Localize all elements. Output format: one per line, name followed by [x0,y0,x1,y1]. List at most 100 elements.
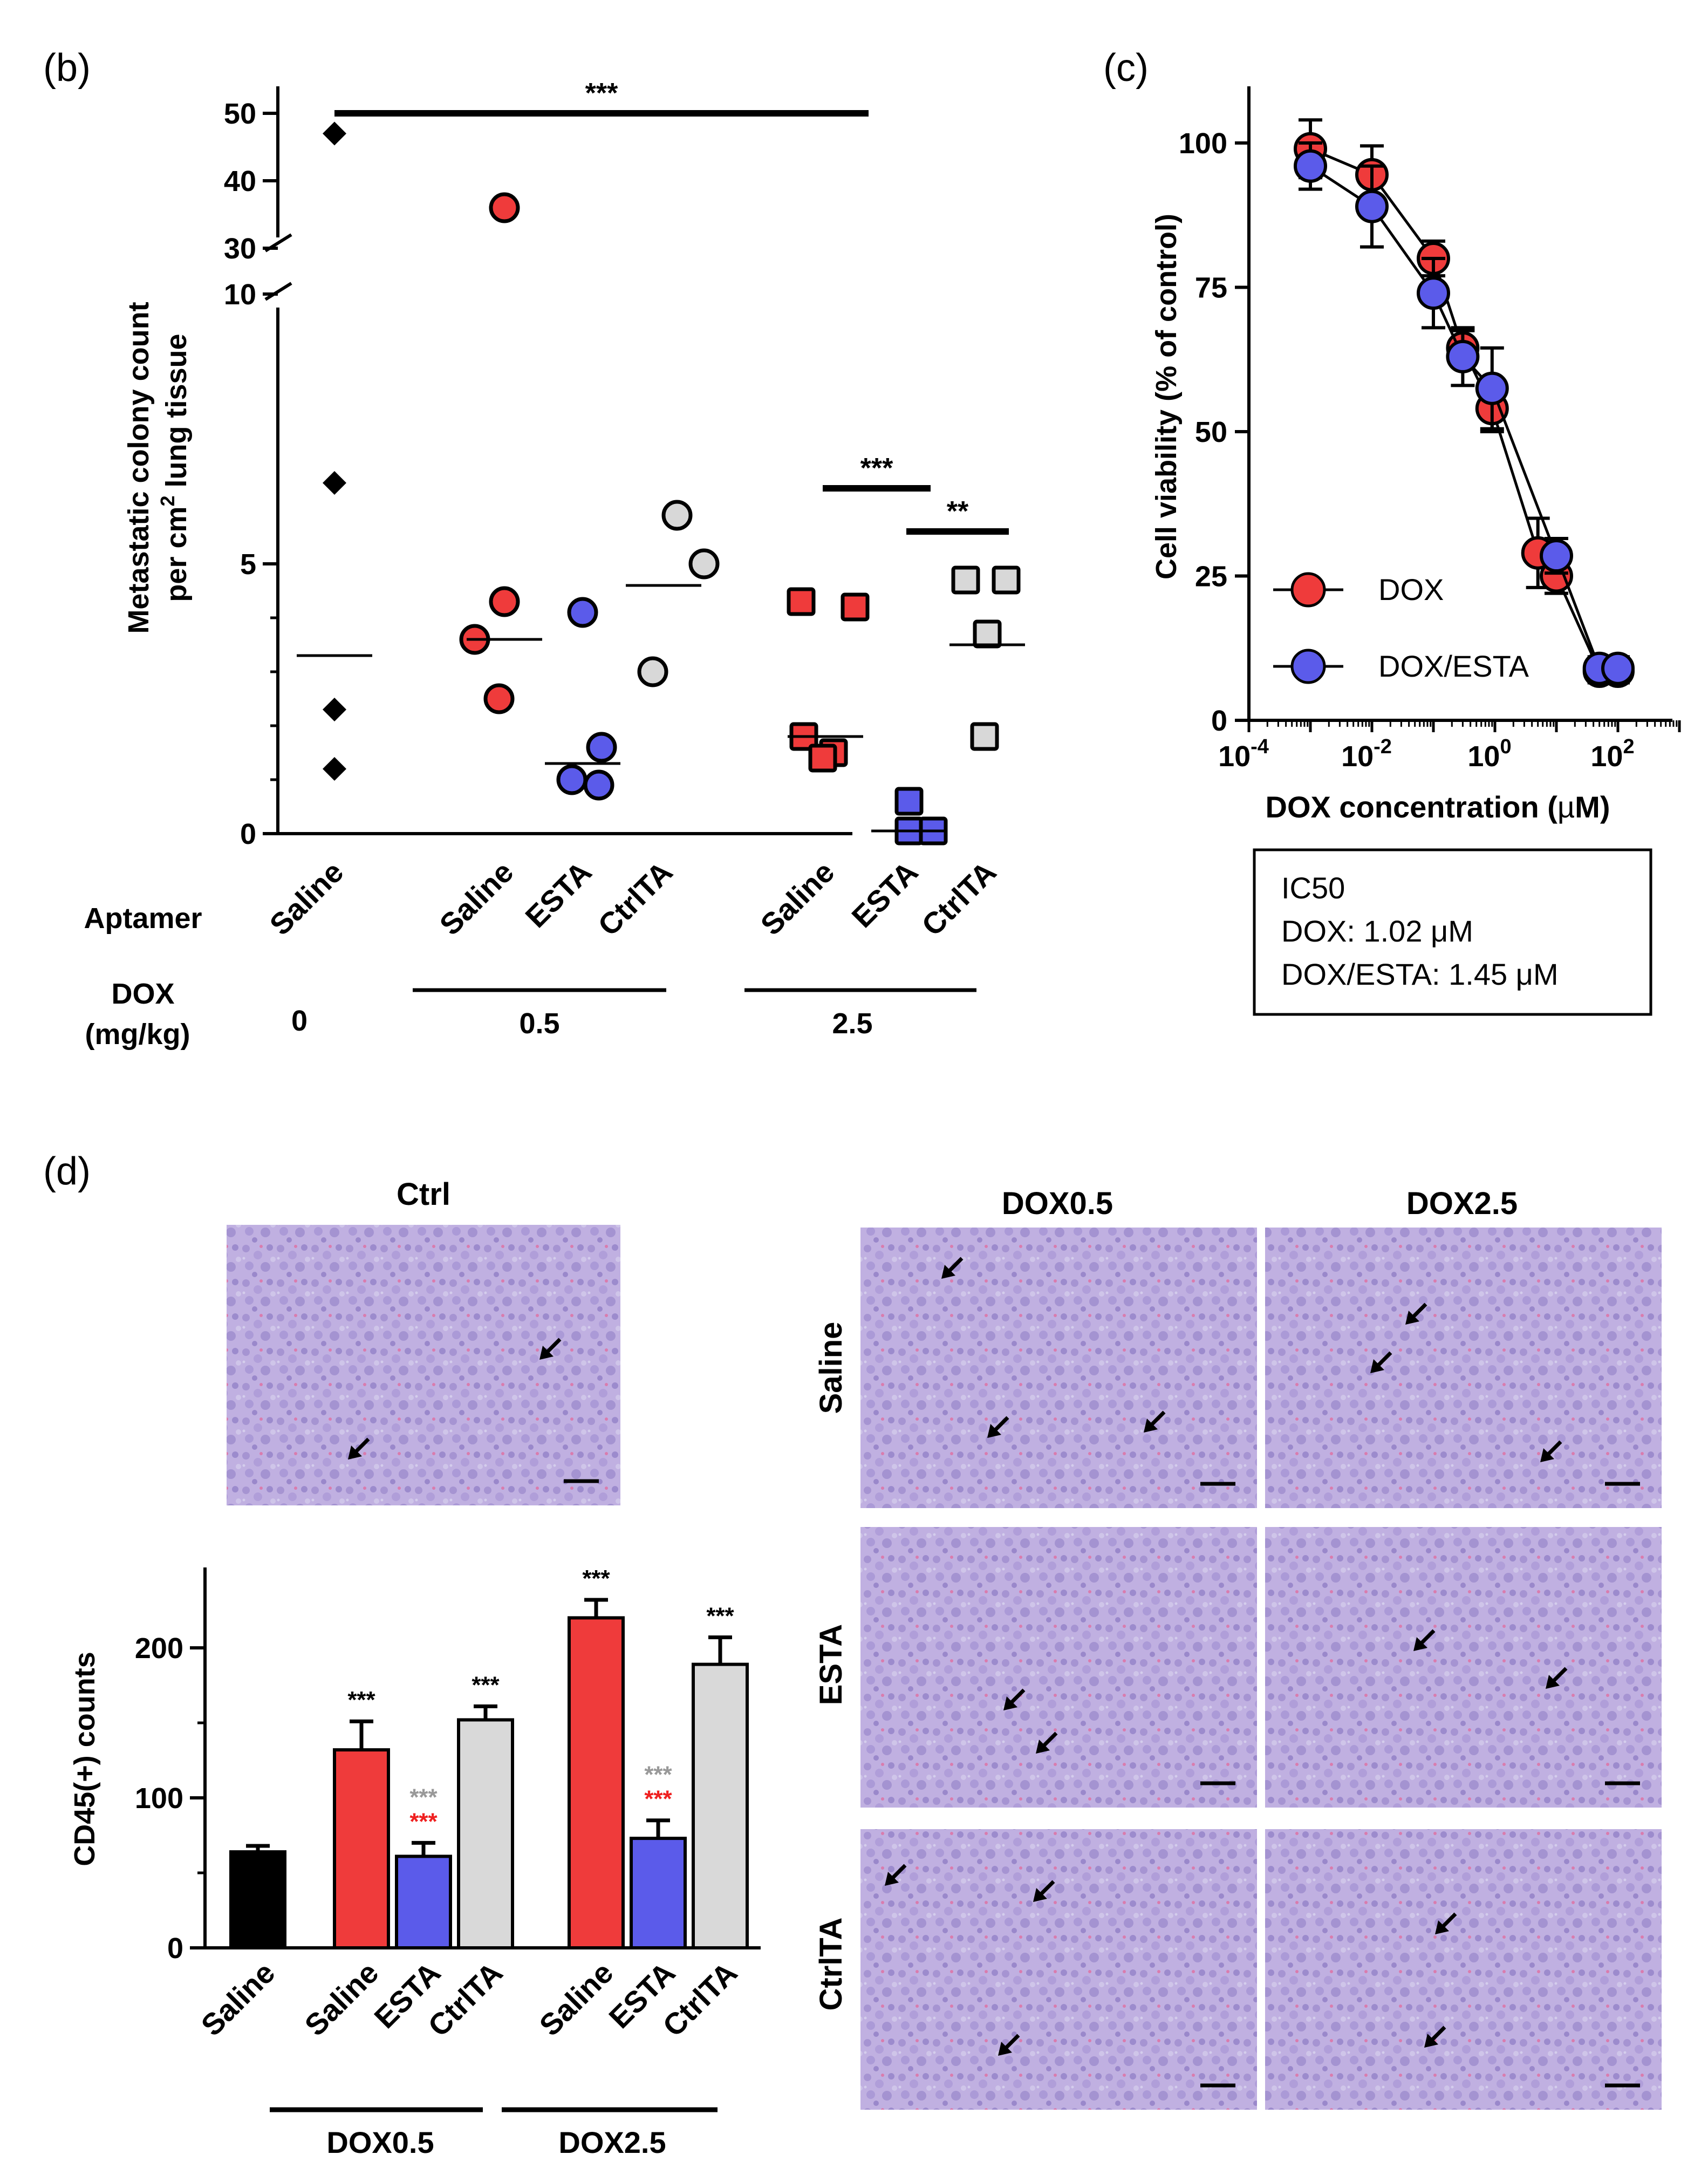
data-point-square [894,787,924,816]
legend-marker-dox [1290,572,1326,608]
micrograph-row-title-ctrlta: CtrlTA [814,1918,849,2011]
micrograph-image [1265,1527,1662,1808]
panel-c-plot [1294,118,1635,688]
x-tick-base: 10 [1218,740,1251,773]
y-tick-label: 0 [167,1932,183,1965]
significance-label-red: *** [644,1786,672,1812]
x-tick-label: 100 [1467,735,1511,773]
x-category-saline: Saline [263,855,350,942]
panel-d-group-label-dox0.5: DOX0.5 [326,2125,434,2159]
data-point-square [787,587,816,616]
error-bar [708,1635,732,1665]
x-category-esta: ESTA [518,855,598,934]
panel-b-row-label-dox-unit: (mg/kg) [85,1018,190,1051]
x-category-saline: Saline [532,1955,619,2042]
panel-label-d: (d) [43,1150,91,1193]
significance-label-red: *** [409,1808,438,1835]
y-tick-label: 100 [135,1782,183,1815]
data-point-diamond [323,121,346,146]
bar-group-6: *** [692,1603,749,1950]
series-ctrlta-dox-2.5- [949,565,1025,751]
legend-label-dox-esta: DOX/ESTA [1378,649,1529,683]
axis-break-mark-lower [264,282,292,301]
panel-b-y-label-line2-pre: per cm [160,506,193,602]
data-point-circle [637,656,668,687]
y-tick-label: 50 [224,98,256,130]
micrograph-title-ctrl: Ctrl [397,1177,450,1212]
series-esta-dox-0.5- [545,597,620,801]
series-dox-esta [1294,141,1635,685]
micrograph-overlay [1265,1527,1662,1808]
x-tick-label: 102 [1590,735,1634,773]
arrow-head [1435,1920,1449,1934]
y-tick-label: 0 [1211,705,1227,737]
bar-group-0 [229,1844,286,1950]
panel-b-y-axis [276,86,852,835]
data-point-circle [556,764,587,795]
bar [229,1850,286,1950]
arrow-head [1036,1740,1050,1754]
panel-b-y-label-sup: 2 [156,495,179,506]
series-ctrlta-dox-0.5- [626,500,720,687]
data-point-diamond [323,757,346,781]
x-tick-label: 10-2 [1341,735,1392,773]
ic50-title: IC50 [1281,871,1345,905]
micrograph-esta-dox0.5 [860,1527,1257,1808]
data-point [1601,651,1635,685]
panel-b-row-label-dox: DOX [111,978,174,1010]
series-saline-dox-0.5- [459,192,542,714]
micrograph-overlay [1265,1228,1662,1508]
bar [333,1748,390,1950]
bar-group-3: *** [457,1672,514,1949]
panel-b-ticks: 0 5 10 30 40 50 [224,98,278,850]
data-point [1355,189,1389,223]
data-point-square [992,565,1021,595]
panel-c-y-label: Cell viability (% of control) [1150,214,1183,580]
arrow-head [1370,1359,1384,1373]
micrograph-image [860,1527,1257,1808]
panel-b-y-label-line2-post: lung tissue [160,333,193,495]
panel-c-x-label-pre: DOX concentration ( [1266,790,1558,824]
panel-c-x-label-post: M) [1575,790,1610,824]
significance-label: *** [585,78,618,109]
bar-group-1: *** [333,1687,390,1950]
significance-label-gray: *** [644,1762,672,1788]
error-bar [584,1598,608,1618]
bar [457,1718,514,1949]
bar [630,1837,687,1950]
arrow-head [539,1346,554,1360]
data-point-circle [567,597,598,628]
data-point-circle [688,548,720,580]
x-category-saline: Saline [194,1955,281,2042]
micrograph-overlay [860,1228,1257,1508]
panel-d-micrographs: Ctrl DOX0.5 DOX2.5 Saline ESTA CtrlTA [227,1177,1662,2110]
x-category-esta: ESTA [845,855,924,934]
x-category-ctrlta: CtrlTA [915,855,1003,943]
bar [568,1616,625,1949]
x-category-saline: Saline [754,855,841,942]
panel-d-plot: ************************ [229,1565,749,1950]
micrograph-saline-dox0.5 [860,1228,1257,1508]
panel-d-group-label-dox2.5: DOX2.5 [558,2125,666,2159]
x-category-saline: Saline [433,855,520,942]
micrograph-overlay [860,1829,1257,2110]
panel-label-b: (b) [43,46,91,90]
data-point-circle [583,769,614,801]
arrow-head [1540,1448,1554,1462]
panel-b-plot [297,121,1025,846]
arrow-head [987,1424,1001,1438]
panel-b-y-label-line1: Metastatic colony count [122,302,155,633]
y-tick-label: 75 [1195,272,1227,304]
data-point-circle [489,586,520,617]
panel-c-legend: DOX DOX/ESTA [1273,572,1529,684]
series-line [1309,165,1618,670]
error-bar [646,1818,670,1839]
micrograph-overlay [227,1225,620,1505]
data-point-diamond [323,471,346,495]
y-tick-label: 50 [1195,416,1227,448]
micrograph-ctrlta-dox2.5 [1265,1829,1662,2110]
ic50-box [1253,848,1652,1016]
bar-group-2: ****** [395,1784,452,1949]
